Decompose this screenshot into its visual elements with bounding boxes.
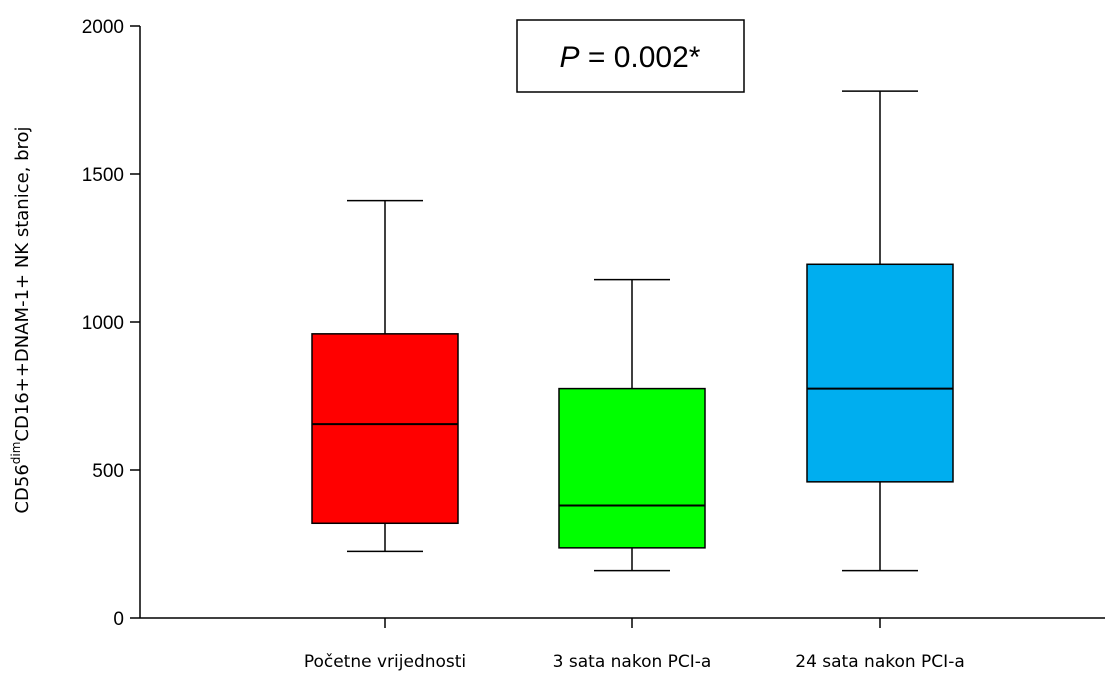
p-value-annotation: P = 0.002* (516, 19, 745, 93)
y-axis-title: CD56dimCD16++DNAM-1+ NK stanice, broj (9, 126, 33, 513)
box-2 (558, 278, 706, 628)
p-value-box (516, 19, 745, 93)
x-category-label: Početne vrijednosti (304, 652, 466, 672)
y-axis-label: CD56dimCD16++DNAM-1+ NK stanice, broj (9, 126, 33, 513)
x-axis-categories: Početne vrijednosti 3 sata nakon PCI-a 24 … (304, 652, 965, 672)
y-axis-ticks: 0 500 1000 1500 2000 (82, 17, 140, 630)
box-3 (806, 90, 954, 628)
p-value-text: P = 0.002* (560, 41, 701, 74)
box-body (311, 333, 459, 525)
box-body (806, 263, 954, 483)
x-category-label: 24 sata nakon PCI-a (795, 652, 965, 672)
y-tick-label: 1000 (82, 313, 124, 334)
y-tick-label: 1500 (82, 165, 124, 186)
y-tick-label: 0 (113, 609, 124, 630)
box-body (558, 387, 706, 549)
y-tick-label: 2000 (82, 17, 124, 38)
y-tick-label: 500 (92, 461, 124, 482)
box-series (311, 90, 954, 628)
box-1 (311, 199, 459, 628)
x-category-label: 3 sata nakon PCI-a (553, 652, 712, 672)
